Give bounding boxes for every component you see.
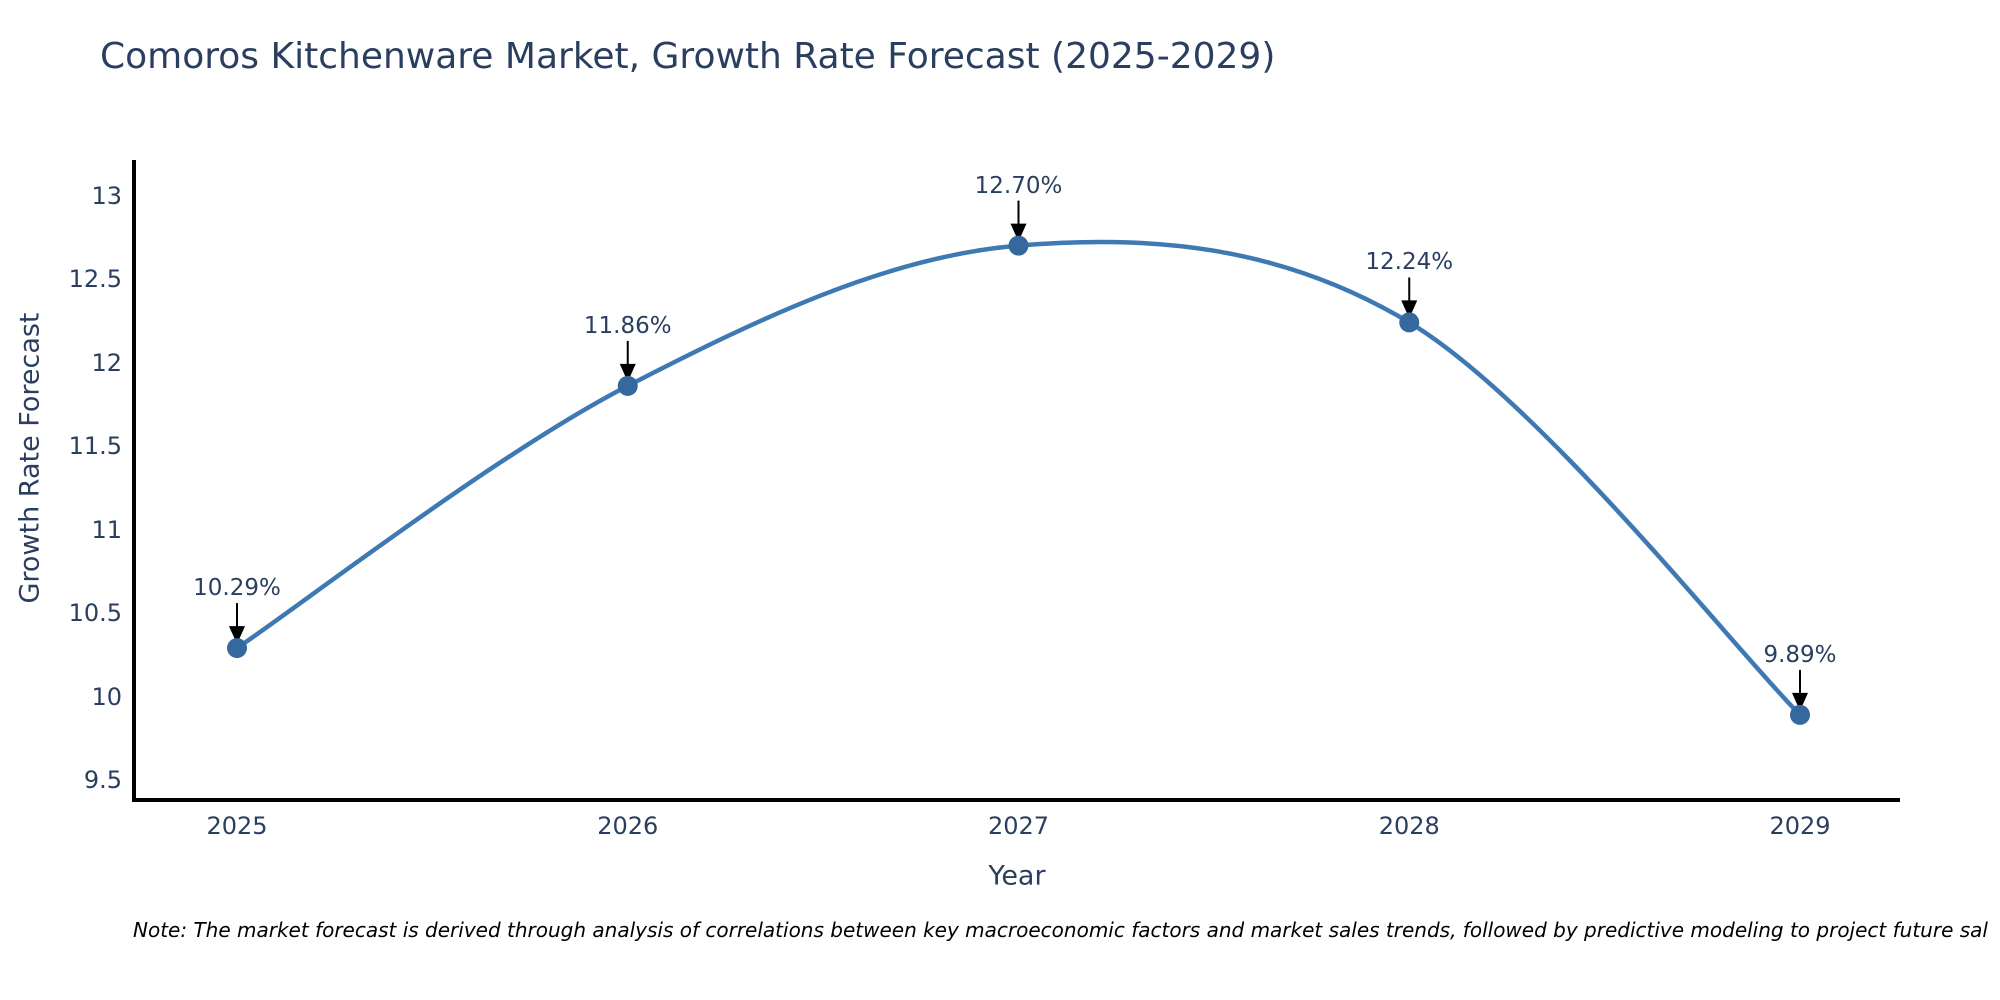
data-point-marker-2029[interactable] <box>1790 704 1810 725</box>
point-value-label: 11.86% <box>583 312 672 339</box>
y-axis-title: Growth Rate Forecast <box>14 312 46 604</box>
annotation-arrow-head <box>1401 300 1418 319</box>
x-tick-label: 2027 <box>987 812 1050 840</box>
y-tick-label: 10.5 <box>68 599 122 627</box>
annotation-arrow-head <box>1792 692 1808 711</box>
y-tick-label: 12 <box>91 348 122 377</box>
x-tick-label: 2029 <box>1769 812 1831 840</box>
data-point-marker-2025[interactable] <box>227 638 247 659</box>
point-value-label: 9.89% <box>1763 641 1837 668</box>
point-value-label: 12.24% <box>1365 249 1454 276</box>
y-tick-label: 9.5 <box>83 766 122 794</box>
x-tick-label: 2026 <box>597 812 659 840</box>
x-tick-label: 2028 <box>1378 812 1440 840</box>
y-tick-label: 11.5 <box>68 432 122 460</box>
x-axis-title: Year <box>988 860 1046 892</box>
y-tick-label: 11 <box>91 515 122 544</box>
point-value-label: 10.29% <box>193 575 281 602</box>
annotation-arrow-head <box>1010 223 1027 242</box>
data-point-marker-2028[interactable] <box>1399 312 1420 333</box>
y-tick-label: 13 <box>91 181 122 210</box>
y-tick-label: 10 <box>91 682 122 711</box>
annotation-arrow-head <box>619 363 636 382</box>
annotation-arrow-head <box>229 626 245 645</box>
forecast-line <box>235 239 1802 717</box>
footnote: Note: The market forecast is derived thr… <box>133 918 1988 942</box>
x-tick-label: 2025 <box>206 812 268 840</box>
data-point-marker-2027[interactable] <box>1008 235 1029 256</box>
point-value-label: 12.70% <box>974 172 1063 199</box>
data-point-marker-2026[interactable] <box>617 375 638 396</box>
y-tick-label: 12.5 <box>68 265 122 293</box>
chart-title: Comoros Kitchenware Market, Growth Rate … <box>100 36 1276 77</box>
